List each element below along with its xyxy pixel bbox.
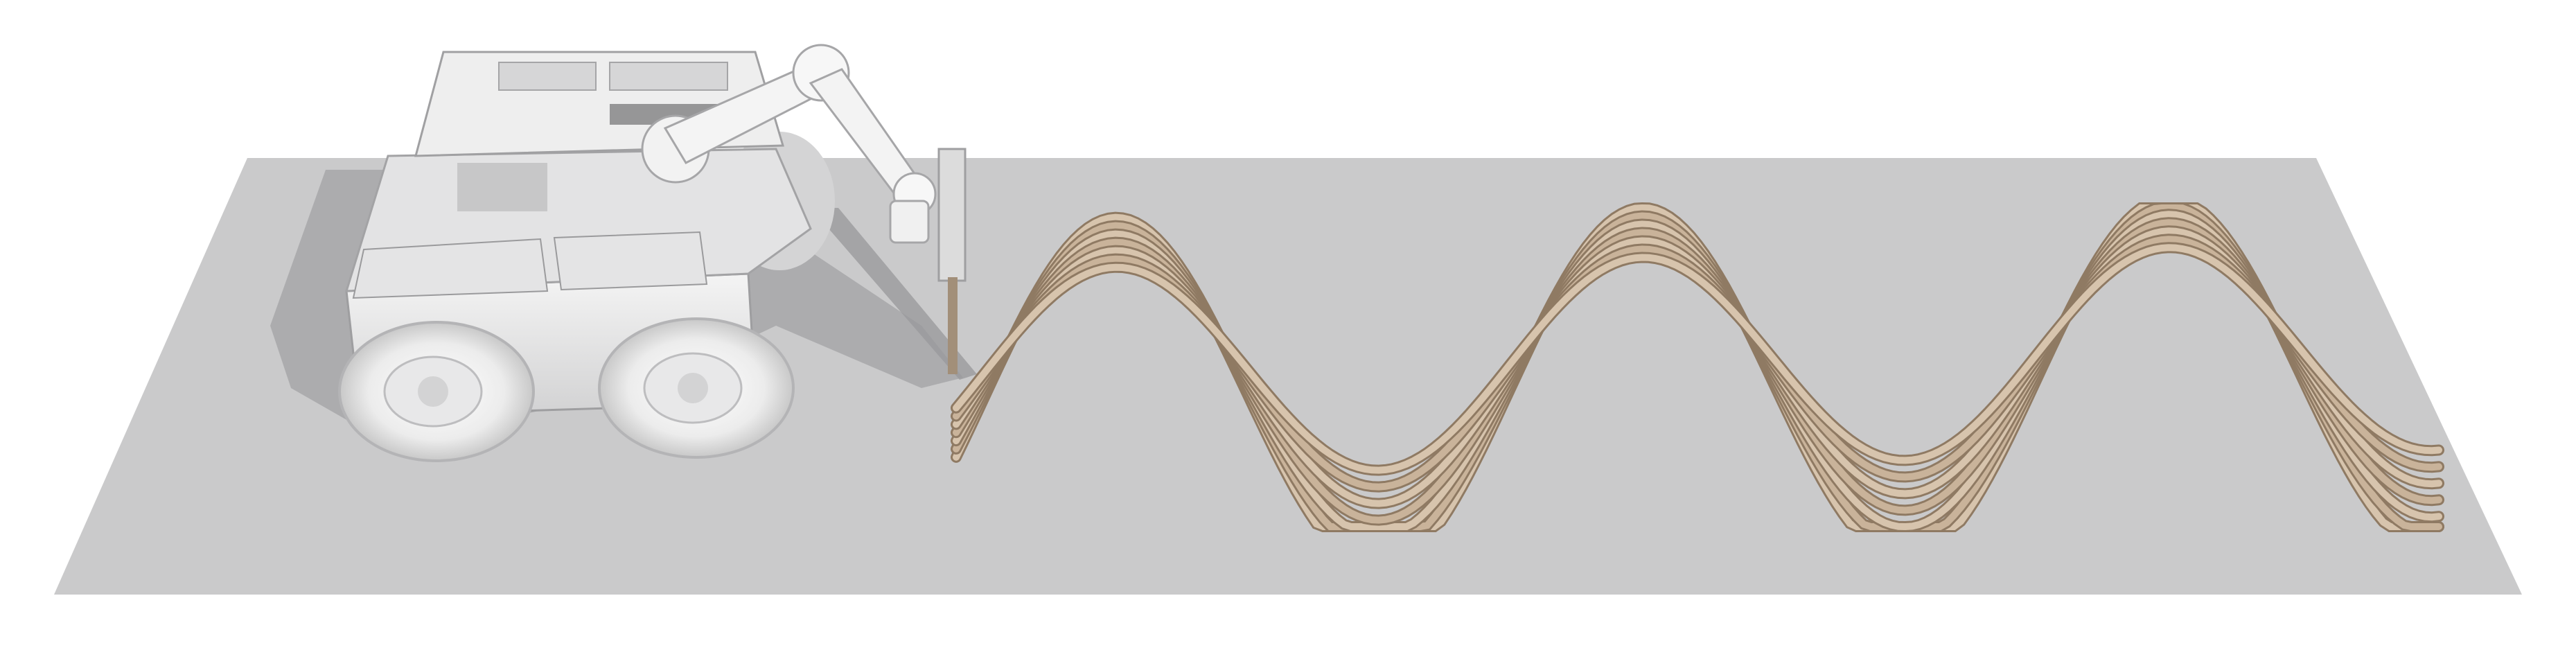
top-panel-2 <box>609 62 728 91</box>
front-right-wheel <box>598 317 795 459</box>
nozzle-feed <box>948 277 958 374</box>
front-panel-right <box>553 231 708 291</box>
front-panel-left <box>352 238 549 299</box>
print-head <box>937 148 967 282</box>
arm-wrist-housing <box>889 200 930 244</box>
robotic-arm <box>641 44 967 374</box>
mobile-robot <box>338 44 967 462</box>
wall-layer <box>953 244 2442 474</box>
arm-shadow <box>811 208 977 380</box>
front-left-wheel <box>338 321 535 462</box>
printed-wall <box>951 202 2444 533</box>
deck-cutout <box>457 163 547 211</box>
top-panel-1 <box>498 62 597 91</box>
